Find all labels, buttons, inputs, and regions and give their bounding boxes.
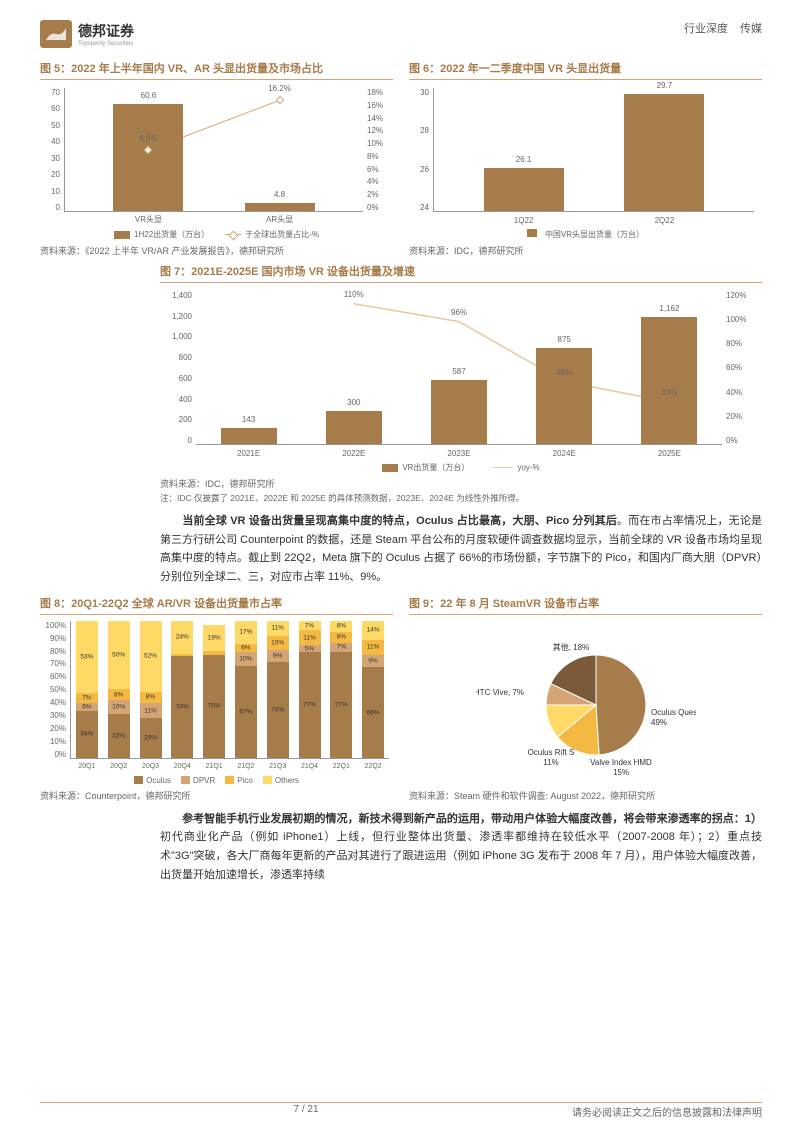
fig6-source: 资料来源：IDC，德邦研究所 — [409, 244, 762, 257]
fig8-chart: 100%90%80%70%60%50%40%30%20%10%0% 34%6%7… — [40, 615, 393, 785]
company-name: 德邦证券 — [78, 21, 134, 41]
svg-text:Oculus Rift S11%: Oculus Rift S11% — [527, 748, 574, 767]
svg-text:Oculus Quest 249%: Oculus Quest 249% — [651, 708, 696, 727]
figure-5: 图 5：2022 年上半年国内 VR、AR 头显出货量及市场占比 7060504… — [40, 60, 393, 257]
fig6-title: 图 6：2022 年一二季度中国 VR 头显出货量 — [409, 60, 762, 80]
figure-6: 图 6：2022 年一二季度中国 VR 头显出货量 30282624 26.11… — [409, 60, 762, 257]
footer-disclaimer: 请务必阅读正文之后的信息披露和法律声明 — [572, 1104, 762, 1119]
fig5-legend-0: 1H22出货量（万台） — [134, 229, 209, 240]
fig6-legend: 中国VR头显出货量（万台） — [545, 229, 644, 240]
fig5-legend-1: 于全球出货量占比-% — [245, 229, 319, 240]
fig9-source: 资料来源：Steam 硬件和软件调查: August 2022，德邦研究所 — [409, 789, 762, 802]
figure-8: 图 8：20Q1-22Q2 全球 AR/VR 设备出货量市占率 100%90%8… — [40, 595, 393, 802]
fig7-legend-0: VR出货量（万台） — [402, 462, 469, 473]
fig9-chart: Oculus Quest 249% Valve Index HMD15% Oculu… — [409, 615, 762, 785]
page-footer: 7 / 21 请务必阅读正文之后的信息披露和法律声明 — [0, 1104, 802, 1119]
company-name-en: Topsperity Securities — [78, 41, 134, 47]
fig7-legend-1: yoy-% — [517, 463, 539, 472]
fig9-title: 图 9：22 年 8 月 SteamVR 设备市占率 — [409, 595, 762, 615]
fig5-chart: 706050403020100 18%16%14%12%10%8%6%4%2%0… — [40, 80, 393, 240]
svg-text:Valve Index HMD15%: Valve Index HMD15% — [590, 758, 652, 777]
logo: 德邦证券 Topsperity Securities — [40, 20, 134, 48]
header-category: 行业深度传媒 — [684, 20, 762, 36]
paragraph-1: 当前全球 VR 设备出货量呈现高集中度的特点，Oculus 占比最高，大朋、Pi… — [160, 512, 762, 587]
fig5-title: 图 5：2022 年上半年国内 VR、AR 头显出货量及市场占比 — [40, 60, 393, 80]
page-header: 德邦证券 Topsperity Securities 行业深度传媒 — [40, 20, 762, 48]
figure-7: 图 7：2021E-2025E 国内市场 VR 设备出货量及增速 1,4001,… — [160, 263, 762, 504]
fig7-chart: 1,4001,2001,0008006004002000 120%100%80%… — [160, 283, 762, 473]
fig7-source: 资料来源：IDC，德邦研究所 — [160, 477, 762, 490]
fig7-title: 图 7：2021E-2025E 国内市场 VR 设备出货量及增速 — [160, 263, 762, 283]
fig8-source: 资料来源：Counterpoint，德邦研究所 — [40, 789, 393, 802]
paragraph-2: 参考智能手机行业发展初期的情况，新技术得到新产品的运用，带动用户体验大幅度改善，… — [160, 810, 762, 885]
svg-text:HTC Vive, 7%: HTC Vive, 7% — [476, 688, 524, 697]
fig7-note: 注：IDC 仅披露了 2021E、2022E 和 2025E 的具体预测数据，2… — [160, 492, 762, 504]
fig8-title: 图 8：20Q1-22Q2 全球 AR/VR 设备出货量市占率 — [40, 595, 393, 615]
svg-text:其他, 18%: 其他, 18% — [552, 642, 588, 652]
page-number: 7 / 21 — [293, 1104, 318, 1119]
fig5-source: 资料来源：《2022 上半年 VR/AR 产业发展报告》，德邦研究所 — [40, 244, 393, 257]
figure-9: 图 9：22 年 8 月 SteamVR 设备市占率 Oculus Quest … — [409, 595, 762, 802]
logo-icon — [40, 20, 72, 48]
category-a: 行业深度 — [684, 23, 728, 35]
category-b: 传媒 — [740, 23, 762, 35]
fig6-chart: 30282624 26.11Q2229.72Q22 中国VR头显出货量（万台） — [409, 80, 762, 240]
